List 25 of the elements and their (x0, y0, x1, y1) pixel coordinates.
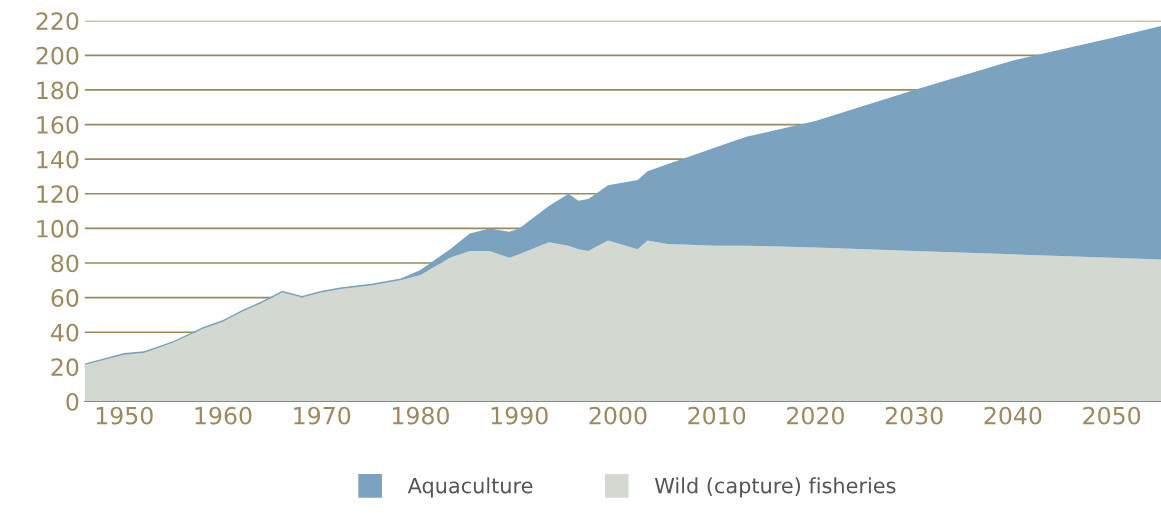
x-tick-label: 1970 (294, 406, 351, 425)
legend-label: Wild (capture) fisheries (654, 477, 896, 498)
y-tick-label: 120 (37, 185, 79, 204)
x-tick-label: 1980 (393, 406, 449, 425)
x-tick-label: 2040 (984, 406, 1042, 425)
y-tick-label: 20 (51, 358, 79, 377)
x-tick-label: 2010 (688, 406, 746, 425)
y-tick-label: 0 (66, 392, 79, 411)
y-tick-label: 40 (51, 323, 79, 342)
y-tick-label: 80 (51, 254, 79, 273)
x-tick-label: 1950 (96, 406, 153, 425)
y-tick-label: 60 (51, 289, 79, 307)
x-tick-label: 1990 (491, 406, 548, 425)
y-tick-label: 100 (37, 219, 79, 238)
y-tick-label: 180 (37, 81, 79, 100)
x-tick-label: 2020 (787, 406, 844, 425)
y-tick-label: 220 (36, 12, 79, 31)
x-tick-label: 2050 (1083, 406, 1141, 425)
y-tick-label: 200 (36, 46, 79, 65)
y-tick-label: 160 (37, 116, 79, 134)
x-tick-label: 2030 (885, 406, 943, 425)
x-tick-label: 1960 (195, 406, 252, 425)
x-tick-label: 2000 (589, 406, 647, 425)
y-tick-label: 140 (37, 150, 79, 169)
legend-label: Aquaculture (407, 477, 533, 498)
